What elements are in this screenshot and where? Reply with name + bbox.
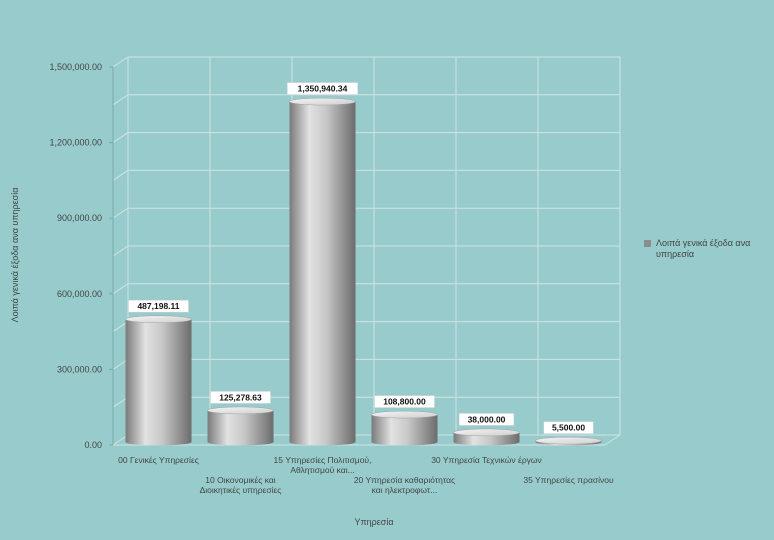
data-label: 125,278.63 xyxy=(219,392,262,402)
bar-top xyxy=(453,428,520,437)
bar-body xyxy=(371,414,438,446)
bar-3 xyxy=(371,410,438,446)
gridline-side xyxy=(112,132,129,144)
gridline-side xyxy=(112,207,129,219)
y-tick-label: 600,000.00 xyxy=(57,289,102,299)
data-label-box xyxy=(128,299,189,313)
x-tick-label: Διοικητικές υπηρεσίες xyxy=(200,485,282,495)
y-tick-label: 1,200,000.00 xyxy=(49,138,102,148)
x-tick-label: Αθλητισμού και... xyxy=(290,465,354,475)
gridline-side xyxy=(112,283,129,295)
data-label-box xyxy=(210,391,271,404)
bars xyxy=(125,97,602,446)
bar-top xyxy=(125,315,192,323)
gridline-side xyxy=(112,245,129,257)
data-label-box xyxy=(374,395,435,408)
x-tick-label: 30 Υπηρεσία Τεχνικών έργων xyxy=(431,455,542,465)
x-tick-label: 35 Υπηρεσίες πρασίνου xyxy=(523,475,614,485)
data-label: 487,198.11 xyxy=(137,301,179,311)
y-tick-label: 1,500,000.00 xyxy=(49,62,102,72)
data-label: 5,500.00 xyxy=(552,423,585,433)
bar-body xyxy=(207,410,274,446)
bar-4 xyxy=(453,428,520,446)
data-label-box xyxy=(543,421,594,434)
data-label-box xyxy=(287,82,358,95)
x-axis-title: Υπηρεσία xyxy=(354,517,393,527)
x-tick-label: 10 Οικονομικές και xyxy=(205,475,276,485)
data-label: 1,350,940.34 xyxy=(298,84,348,94)
legend: Λοιπά γενικά έξοδα ανα υπηρεσία xyxy=(644,238,769,260)
bar-2 xyxy=(289,97,356,446)
gridline-side xyxy=(112,94,129,106)
y-axis-title: Λοιπά γενικά έξοδα ανα υπηρεσία xyxy=(10,188,20,323)
data-labels: 487,198.11 125,278.63 1,350,940.34 108,800.… xyxy=(128,82,594,434)
bar-top xyxy=(371,410,438,419)
x-tick-label: 15 Υπηρεσίες Πολιτισμού, xyxy=(274,455,372,465)
floor-right-edge xyxy=(604,434,621,446)
y-tick-label: 300,000.00 xyxy=(57,364,102,374)
x-tick-label: 00 Γενικές Υπηρεσίες xyxy=(118,455,199,465)
data-label: 108,800.00 xyxy=(383,397,426,407)
bar-1 xyxy=(207,406,274,446)
legend-label-line-1: Λοιπά γενικά έξοδα ανα xyxy=(656,238,751,248)
data-label: 38,000.00 xyxy=(468,414,506,424)
bar-top xyxy=(535,436,602,445)
axes: 0.00 300,000.00 600,000.00 900,000.00 1,200,… xyxy=(49,62,614,495)
y-tick-label: 900,000.00 xyxy=(57,213,102,223)
y-tick-label: 0.00 xyxy=(84,440,102,450)
bar-body xyxy=(289,101,356,446)
data-label-box xyxy=(458,413,515,426)
bar-top xyxy=(289,97,356,106)
legend-label-line-2: υπηρεσία xyxy=(656,249,695,259)
bar-0 xyxy=(125,315,192,446)
gridline-side xyxy=(112,169,129,181)
bar-top xyxy=(207,406,274,415)
legend-swatch xyxy=(644,240,651,247)
bar-5 xyxy=(535,436,602,446)
bar-body xyxy=(125,319,192,446)
gridline-side xyxy=(112,56,129,68)
x-tick-label: 20 Υπηρεσία καθαριότητας xyxy=(354,475,455,485)
x-tick-label: και ηλεκτροφωτ... xyxy=(372,485,438,495)
